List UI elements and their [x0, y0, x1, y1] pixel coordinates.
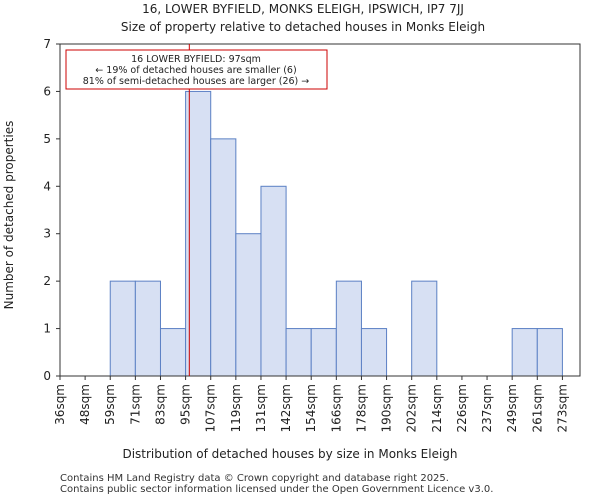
x-tick-label-273sqm: 273sqm: [555, 384, 569, 432]
annotation-line-1: 16 LOWER BYFIELD: 97sqm: [131, 54, 261, 65]
y-tick-label: 2: [43, 274, 51, 288]
bar-166sqm: [335, 280, 362, 377]
bar-154sqm: [310, 328, 337, 377]
bar-119sqm: [235, 233, 262, 377]
x-tick-label-142sqm: 142sqm: [279, 384, 293, 432]
x-tick-label-119sqm: 119sqm: [229, 384, 243, 432]
y-tick-label: 0: [43, 369, 51, 383]
bar-131sqm: [260, 185, 287, 377]
x-tick-label-48sqm: 48sqm: [78, 384, 92, 425]
y-ticks-group: 0 1 2 3 4 5 6 7: [43, 37, 60, 383]
bar-59sqm: [109, 280, 136, 377]
x-tick-label-261sqm: 261sqm: [530, 384, 544, 432]
y-tick-label: 6: [43, 84, 51, 98]
bar-261sqm: [536, 328, 563, 377]
chart-title-line-1: 16, LOWER BYFIELD, MONKS ELEIGH, IPSWICH…: [142, 2, 464, 16]
bars-group: [109, 90, 563, 377]
annotation-line-3: 81% of semi-detached houses are larger (…: [83, 76, 310, 87]
x-tick-label-83sqm: 83sqm: [153, 384, 167, 425]
footer-line-2: Contains public sector information licen…: [60, 484, 494, 495]
y-tick-label: 5: [43, 132, 51, 146]
bar-83sqm: [159, 328, 187, 377]
bar-142sqm: [285, 328, 312, 377]
x-tick-label-36sqm: 36sqm: [53, 384, 67, 425]
footer-line-1: Contains HM Land Registry data © Crown c…: [60, 473, 449, 484]
x-tick-label-202sqm: 202sqm: [405, 384, 419, 432]
x-tick-label-95sqm: 95sqm: [179, 384, 193, 425]
x-tick-label-178sqm: 178sqm: [354, 384, 368, 432]
annotation-line-2: ← 19% of detached houses are smaller (6): [95, 65, 296, 76]
x-axis-title: Distribution of detached houses by size …: [122, 447, 457, 461]
y-tick-label: 1: [43, 322, 51, 336]
x-tick-label-249sqm: 249sqm: [505, 384, 519, 432]
x-tick-label-214sqm: 214sqm: [430, 384, 444, 432]
annotation-box: 16 LOWER BYFIELD: 97sqm ← 19% of detache…: [65, 49, 328, 90]
x-tick-label-71sqm: 71sqm: [128, 384, 142, 425]
x-tick-label-166sqm: 166sqm: [329, 384, 343, 432]
x-ticks-group: 36sqm 48sqm 59sqm 71sqm 83sqm 95sqm 107sqm 119s…: [53, 376, 569, 432]
x-tick-label-190sqm: 190sqm: [380, 384, 394, 432]
x-tick-label-154sqm: 154sqm: [304, 384, 318, 432]
bar-178sqm: [360, 328, 388, 377]
plot-area-frame: [59, 43, 581, 377]
y-tick-label: 4: [43, 179, 51, 193]
bar-107sqm: [210, 138, 237, 377]
x-tick-label-59sqm: 59sqm: [103, 384, 117, 425]
y-tick-label: 3: [43, 227, 51, 241]
x-tick-label-107sqm: 107sqm: [204, 384, 218, 432]
x-tick-label-237sqm: 237sqm: [480, 384, 494, 432]
x-tick-label-226sqm: 226sqm: [455, 384, 469, 432]
chart-title-line-2: Size of property relative to detached ho…: [121, 20, 485, 34]
bar-202sqm: [411, 280, 438, 377]
y-axis-title: Number of detached properties: [2, 121, 16, 310]
y-tick-label: 7: [43, 37, 51, 51]
bar-71sqm: [134, 280, 161, 377]
x-tick-label-131sqm: 131sqm: [254, 384, 268, 432]
bar-249sqm: [511, 328, 538, 377]
